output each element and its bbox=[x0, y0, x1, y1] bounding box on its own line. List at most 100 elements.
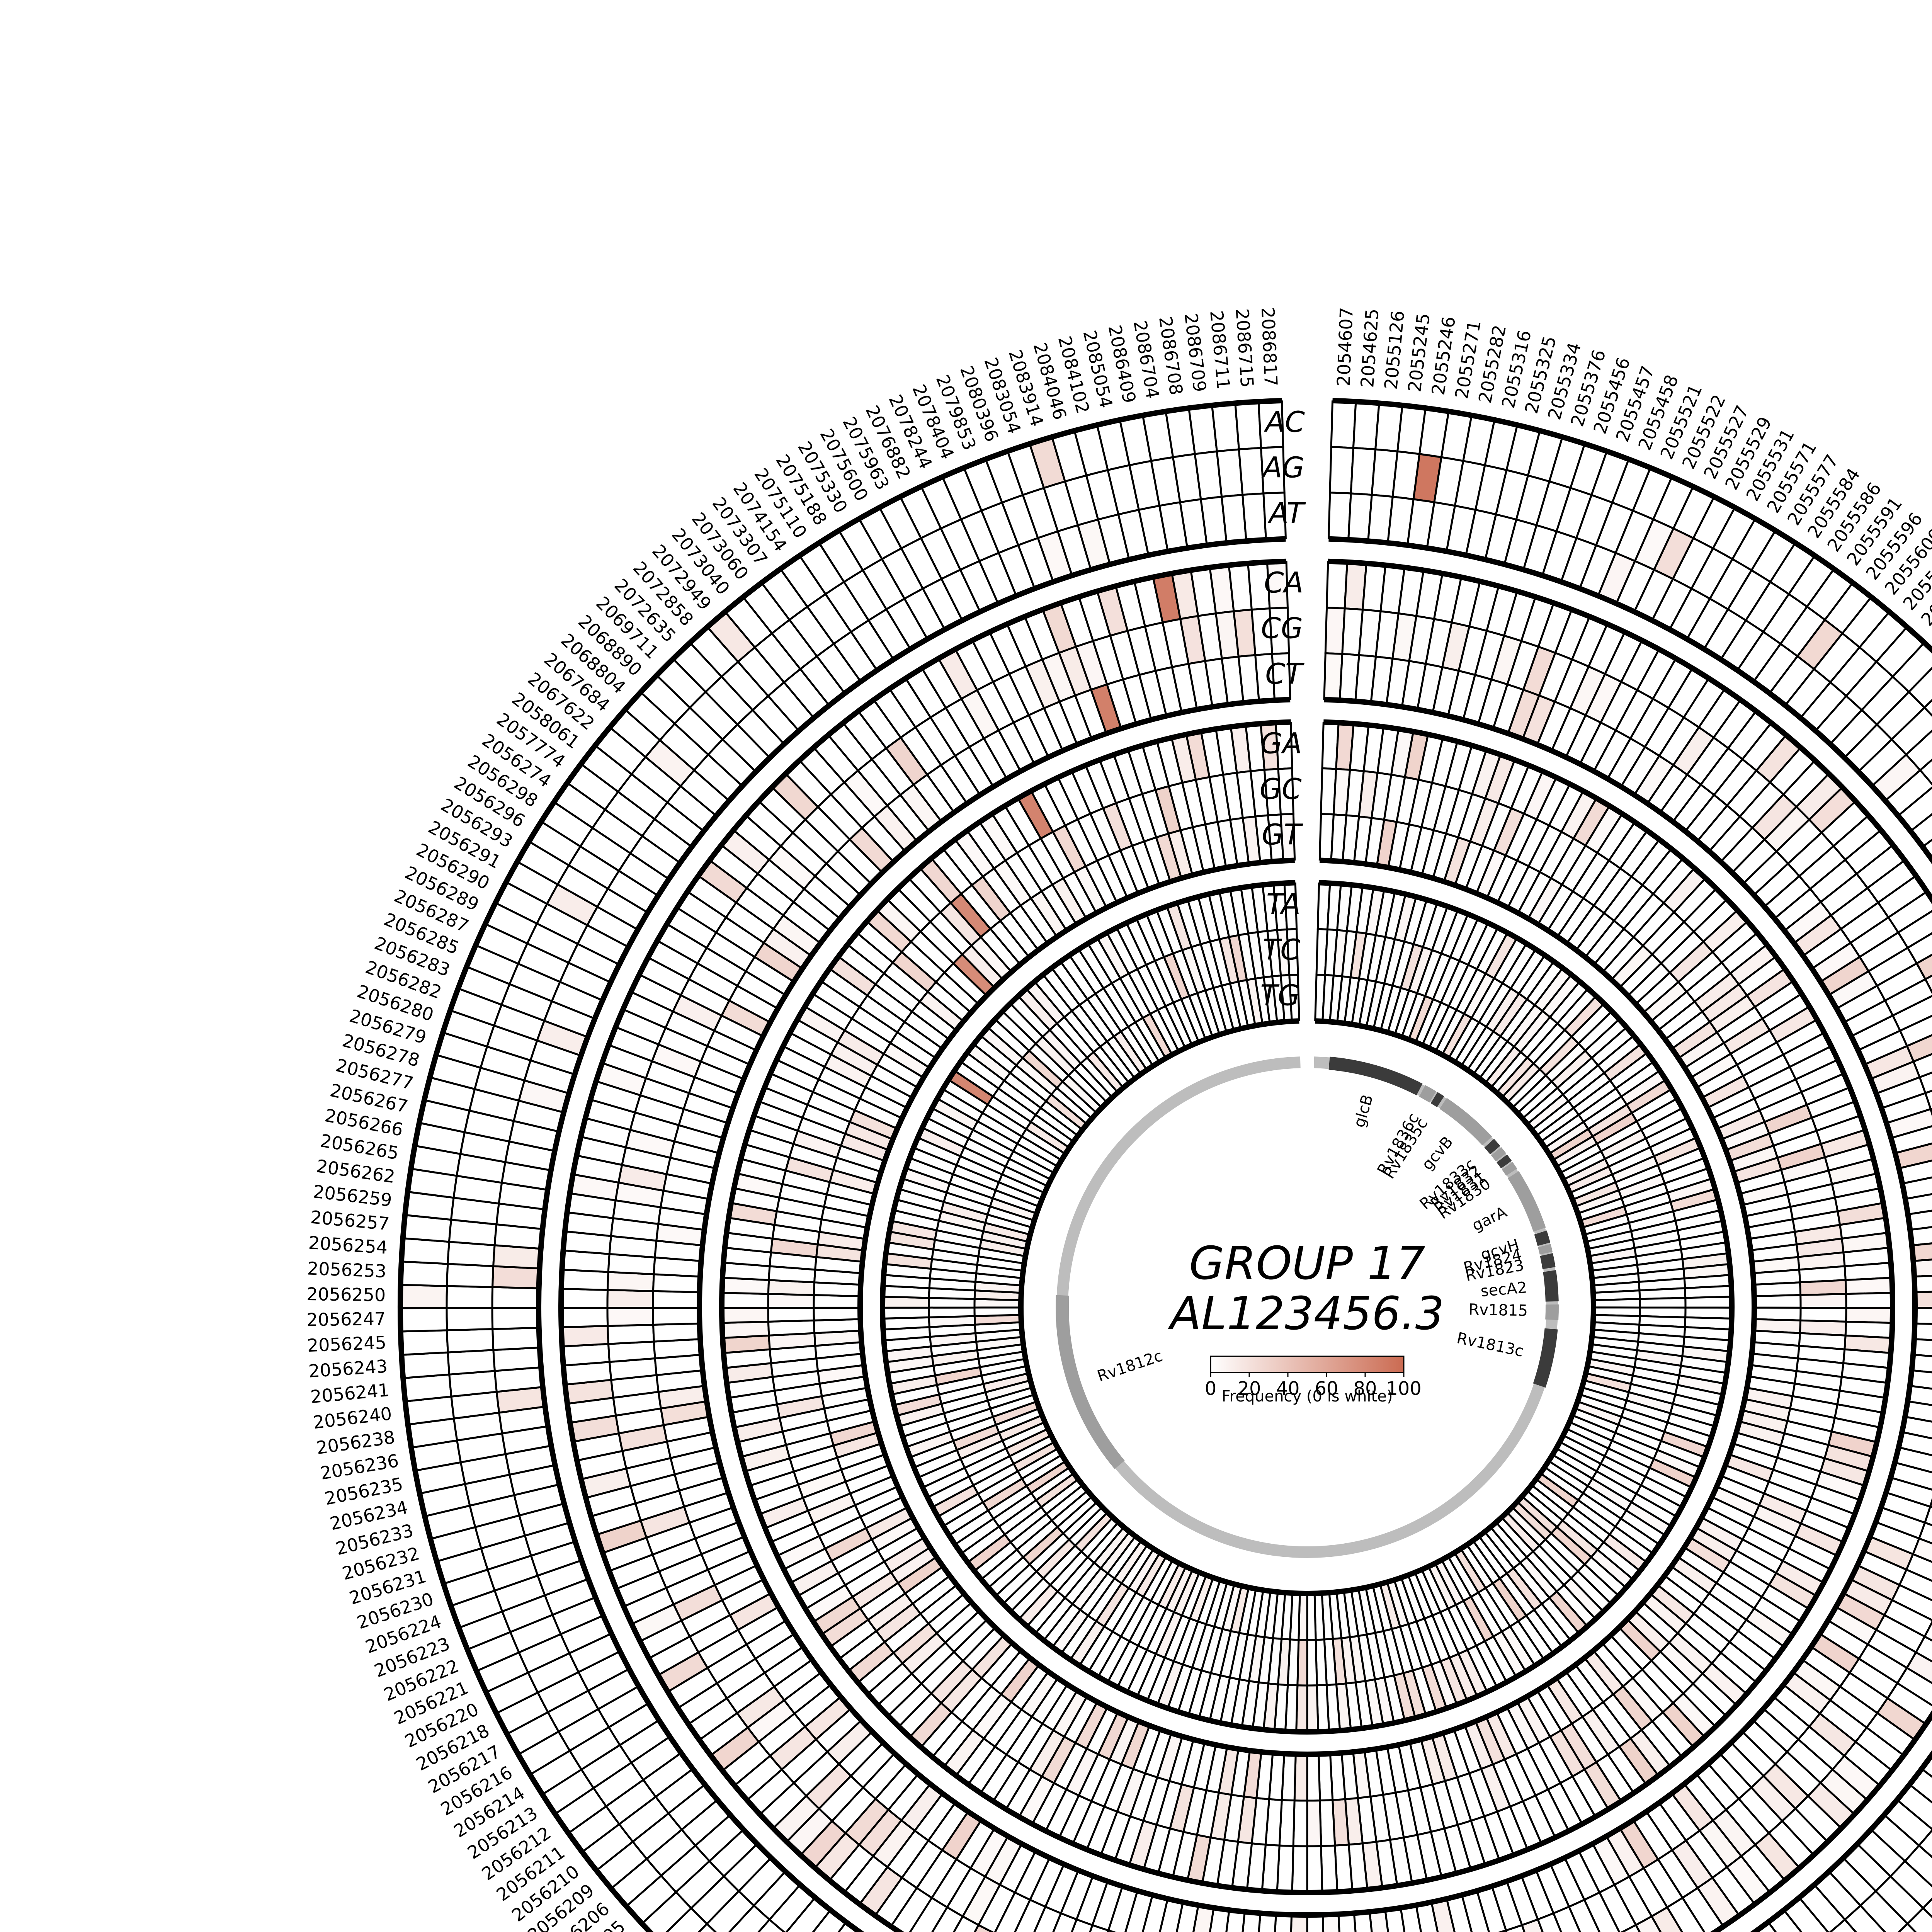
heatmap-cell bbox=[1330, 400, 1357, 449]
gene-segment bbox=[1056, 1295, 1125, 1469]
heatmap-cell bbox=[401, 1351, 451, 1379]
heatmap-ring-ta bbox=[882, 882, 1732, 1732]
track-label-tg: TG bbox=[1260, 979, 1300, 1012]
position-label: 2056247 bbox=[306, 1308, 386, 1330]
heatmap-cell bbox=[1242, 492, 1267, 541]
heatmap-cell bbox=[491, 1286, 539, 1309]
gene-segment bbox=[1540, 1253, 1556, 1269]
gene-segment bbox=[1502, 1162, 1517, 1176]
heatmap-cell bbox=[882, 1306, 930, 1320]
track-label-ta: TA bbox=[1266, 888, 1301, 921]
heatmap-cell bbox=[1753, 1281, 1802, 1298]
gene-label: Rv1813c bbox=[1455, 1329, 1525, 1361]
heatmap-cell bbox=[561, 1307, 609, 1328]
group-separator-arc bbox=[1018, 1018, 1596, 1597]
group-separator-arc bbox=[536, 536, 1932, 1932]
heatmap-cell bbox=[606, 1289, 655, 1309]
heatmap-ring-ag bbox=[446, 446, 1932, 1932]
heatmap-cell bbox=[1845, 1307, 1893, 1324]
heatmap-cell bbox=[1799, 1279, 1847, 1296]
heatmap-cell bbox=[1754, 1294, 1802, 1309]
heatmap-cell bbox=[1306, 1914, 1325, 1932]
heatmap-cell bbox=[1306, 1593, 1317, 1641]
position-label: 2086715 bbox=[1231, 308, 1257, 388]
heatmap-cell bbox=[652, 1290, 700, 1309]
heatmap-cell bbox=[607, 1340, 656, 1363]
position-label: 2056253 bbox=[307, 1258, 387, 1282]
gene-segment bbox=[1534, 1230, 1551, 1246]
heatmap-cell bbox=[1845, 1292, 1893, 1309]
heatmap-cell bbox=[1914, 1307, 1932, 1325]
gene-segment bbox=[1491, 1147, 1506, 1162]
heatmap-cell bbox=[1914, 1291, 1932, 1309]
colorbar-tick-label: 40 bbox=[1276, 1378, 1299, 1400]
group-separator-arc bbox=[719, 719, 1895, 1895]
position-labels: 2054607 205462520551262055245205524620552… bbox=[306, 307, 1932, 1932]
heatmap-cell bbox=[1319, 1799, 1336, 1847]
heatmap-cell bbox=[446, 1328, 495, 1354]
colorbar-tick-label: 20 bbox=[1237, 1378, 1261, 1400]
track-label-ca: CA bbox=[1264, 566, 1303, 600]
heatmap-cell bbox=[1291, 1845, 1308, 1893]
gene-segment bbox=[1328, 1056, 1423, 1095]
position-label: 2054625 bbox=[1357, 308, 1383, 388]
heatmap-cell bbox=[1238, 447, 1265, 496]
heatmap-cell bbox=[1234, 401, 1262, 451]
heatmap-cell bbox=[652, 1307, 700, 1326]
heatmap-cell bbox=[813, 1318, 861, 1334]
gene-segment bbox=[1543, 1270, 1559, 1302]
heatmap-cell bbox=[1914, 1274, 1932, 1293]
center-title-line1: GROUP 17 bbox=[1189, 1236, 1425, 1290]
position-label: 2056250 bbox=[306, 1284, 386, 1305]
heatmap-cell bbox=[1292, 1799, 1308, 1847]
heatmap-cell bbox=[721, 1307, 770, 1324]
gene-segment bbox=[1507, 1171, 1546, 1232]
track-label-ga: GA bbox=[1260, 727, 1302, 760]
heatmap-cell bbox=[561, 1287, 609, 1309]
heatmap-cell bbox=[652, 1322, 701, 1343]
group-separator-arc bbox=[398, 398, 1932, 1932]
position-label: 2055126 bbox=[1380, 310, 1408, 390]
colorbar-tick-label: 100 bbox=[1386, 1378, 1422, 1400]
track-label-at: AT bbox=[1267, 497, 1306, 530]
position-label: 2056245 bbox=[307, 1332, 387, 1356]
colorbar-ticks: 0 20 40 60 80 100 bbox=[1205, 1372, 1422, 1400]
heatmap-cell bbox=[446, 1307, 494, 1332]
heatmap-cell bbox=[813, 1306, 861, 1321]
gene-segment bbox=[1439, 1098, 1492, 1146]
group-separator-arc bbox=[697, 697, 1918, 1918]
track-label-tc: TC bbox=[1263, 934, 1300, 967]
position-label: 2056259 bbox=[312, 1181, 393, 1211]
heatmap-rings bbox=[398, 398, 1932, 1932]
heatmap-cell bbox=[1326, 561, 1349, 610]
heatmap-cell bbox=[1799, 1306, 1847, 1323]
position-label: 2086817 bbox=[1257, 307, 1281, 387]
gene-label: glcB bbox=[1350, 1093, 1377, 1129]
heatmap-cell bbox=[446, 1285, 494, 1309]
track-label-ac: AC bbox=[1264, 406, 1305, 439]
heatmap-cell bbox=[492, 1346, 541, 1372]
gene-segment bbox=[1430, 1092, 1444, 1107]
gene-label: garA bbox=[1469, 1203, 1510, 1235]
position-label: 2054607 bbox=[1333, 307, 1357, 387]
heatmap-cell bbox=[928, 1306, 976, 1318]
group-separator-arc bbox=[857, 857, 1757, 1757]
group-separator-arc bbox=[558, 558, 1932, 1932]
position-label: 2056241 bbox=[310, 1379, 390, 1407]
heatmap-cell bbox=[767, 1293, 815, 1309]
heatmap-cell bbox=[1318, 1753, 1334, 1802]
position-label: 2056254 bbox=[308, 1232, 388, 1258]
heatmap-cell bbox=[1306, 1754, 1321, 1802]
heatmap-cell bbox=[973, 1306, 1021, 1317]
gene-segment bbox=[1545, 1304, 1559, 1320]
heatmap-ring-ca bbox=[561, 561, 1932, 1932]
heatmap-cell bbox=[1211, 403, 1240, 453]
heatmap-cell bbox=[1290, 1914, 1308, 1932]
track-labels: AC AG AT CA CG CT GA GC GT TA TC TG bbox=[1260, 406, 1306, 1012]
heatmap-cell bbox=[1306, 1799, 1322, 1847]
heatmap-cell bbox=[606, 1307, 655, 1327]
position-label: 2056257 bbox=[310, 1207, 390, 1235]
heatmap-cell bbox=[562, 1343, 611, 1367]
heatmap-cell bbox=[1306, 1845, 1323, 1893]
heatmap-cell bbox=[721, 1320, 770, 1339]
